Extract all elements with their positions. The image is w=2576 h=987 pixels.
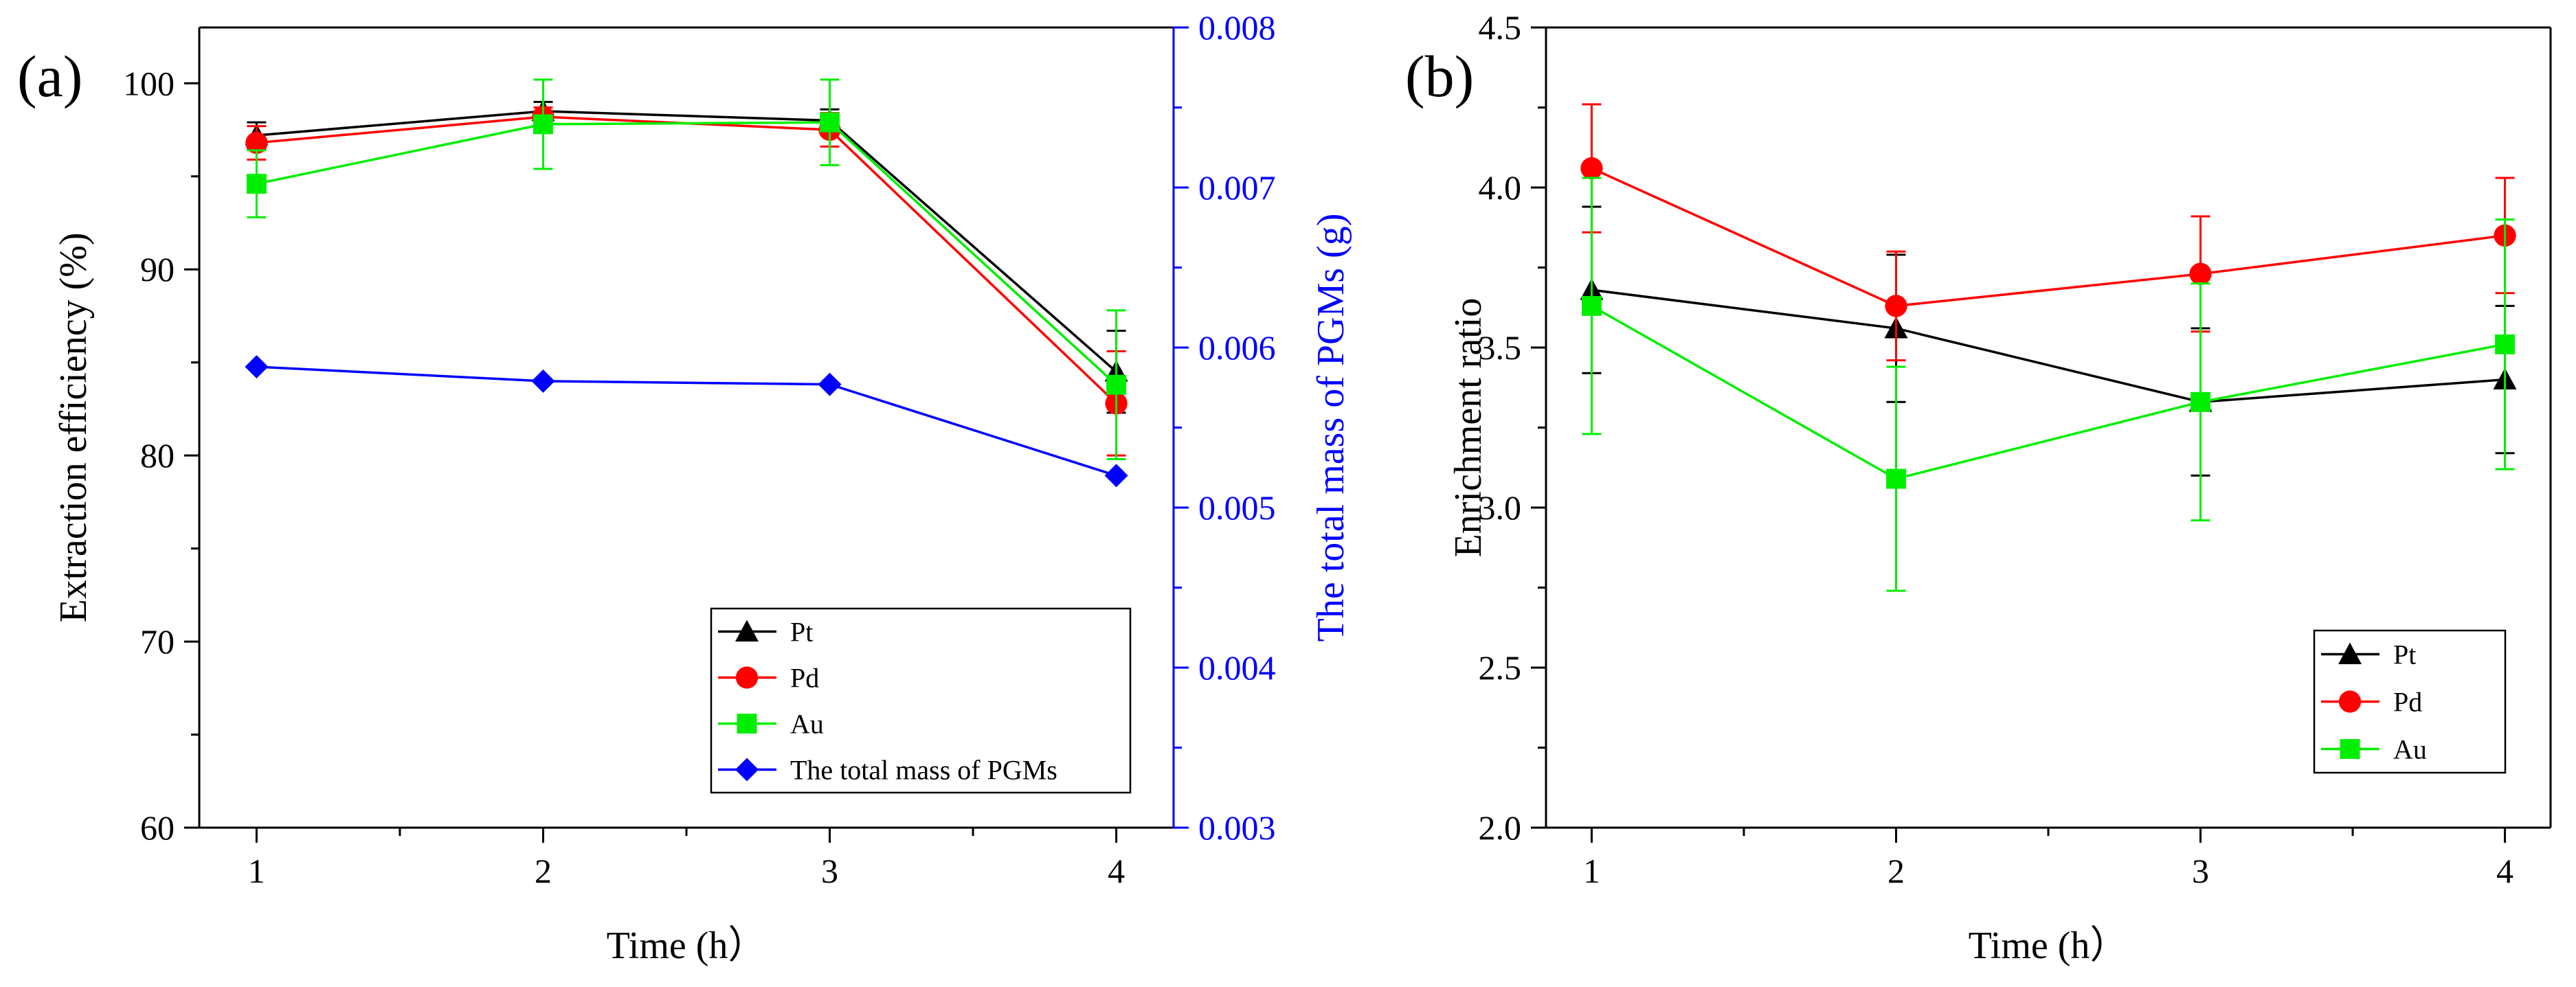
series-pd <box>1580 103 2516 362</box>
legend-label: Au <box>790 709 824 740</box>
data-point <box>820 112 840 133</box>
series-pt <box>245 99 1128 414</box>
data-point <box>2191 392 2210 412</box>
y2-axis-title: The total mass of PGMs (g) <box>1310 214 1352 642</box>
y-tick-label: 60 <box>140 808 175 847</box>
legend: Pt Pd Au <box>2313 629 2507 774</box>
panel-a: 1 2 3 4 60 70 80 90 100 0.003 0.004 0.005 0.006 0.007… <box>17 8 1352 967</box>
x-tick-label: 2 <box>535 852 552 890</box>
y-tick-label: 100 <box>123 64 175 102</box>
y-axis-title: Extraction efficiency (%) <box>52 232 95 622</box>
legend: Pt Pd Au The total mass of PGMs <box>710 607 1132 794</box>
legend-label: Pt <box>2393 639 2416 670</box>
data-point <box>1886 468 1906 489</box>
data-point <box>2495 334 2515 354</box>
legend-marker <box>735 666 759 689</box>
y2-tick-label: 0.008 <box>1198 8 1276 47</box>
data-point <box>246 174 267 194</box>
y2-tick-label: 0.006 <box>1198 328 1276 367</box>
x-tick-label: 4 <box>2496 852 2513 890</box>
data-point <box>245 131 268 155</box>
y-tick-label: 2.0 <box>1479 808 1522 847</box>
legend-marker <box>735 620 759 642</box>
x-tick-label: 4 <box>1108 852 1125 890</box>
y-tick-label: 4.5 <box>1479 8 1522 47</box>
x-axis-title: Time (h） <box>607 924 767 967</box>
data-point <box>1106 374 1127 395</box>
series-au <box>246 78 1127 461</box>
legend-marker <box>737 714 757 734</box>
legend-marker <box>2340 739 2360 759</box>
legend-label: Au <box>2393 734 2427 765</box>
data-point <box>1885 295 1907 317</box>
legend-box <box>710 607 1132 794</box>
x-tick-label: 1 <box>1583 852 1600 890</box>
series-line <box>1591 288 2505 403</box>
data-point <box>1580 157 1603 180</box>
y-tick-label: 3.0 <box>1479 488 1522 527</box>
data-point <box>2189 262 2212 285</box>
y-tick-label: 4.0 <box>1479 168 1522 207</box>
data-point <box>245 354 269 378</box>
series-pt <box>1580 205 2517 477</box>
y2-tick-label: 0.005 <box>1198 488 1276 527</box>
panel-b: 1 2 3 4 2.0 2.5 3.0 3.5 4.0 4.5 Time (h） Enrichment… <box>1405 8 2552 967</box>
series-line <box>256 110 1117 373</box>
legend-marker <box>2338 642 2362 664</box>
y-tick-label: 70 <box>140 622 175 661</box>
data-point <box>533 114 553 135</box>
y2-tick-label: 0.007 <box>1198 168 1276 207</box>
legend-label: Pd <box>790 663 819 694</box>
series-the-total-mass-of-pgms <box>245 354 1128 488</box>
data-point <box>531 369 555 393</box>
y-tick-label: 3.5 <box>1479 328 1522 367</box>
series-line <box>1591 304 2505 480</box>
data-point <box>1582 295 1602 316</box>
series-line <box>1591 167 2505 308</box>
data-point <box>818 372 842 396</box>
series-line <box>256 365 1117 477</box>
y2-tick-label: 0.003 <box>1198 808 1276 847</box>
y-tick-label: 2.5 <box>1479 648 1522 687</box>
legend-label: Pt <box>790 617 813 648</box>
x-axis-title: Time (h） <box>1969 924 2129 967</box>
legend-label: The total mass of PGMs <box>790 755 1057 786</box>
x-tick-label: 2 <box>1888 852 1905 890</box>
panel-label: (b) <box>1405 43 1474 109</box>
y-tick-label: 80 <box>140 436 175 475</box>
y-axis-title: Enrichment ratio <box>1447 298 1490 558</box>
y-tick-label: 90 <box>140 250 175 288</box>
data-point <box>1104 464 1128 488</box>
series-au <box>1582 177 2515 592</box>
panel-label: (a) <box>17 43 82 109</box>
legend-marker <box>2338 690 2362 713</box>
series-line <box>256 121 1117 386</box>
x-tick-label: 1 <box>248 852 265 890</box>
x-tick-label: 3 <box>821 852 838 890</box>
legend-label: Pd <box>2393 687 2422 718</box>
x-tick-label: 3 <box>2192 852 2209 890</box>
y2-tick-label: 0.004 <box>1198 648 1276 687</box>
legend-marker <box>735 758 759 782</box>
